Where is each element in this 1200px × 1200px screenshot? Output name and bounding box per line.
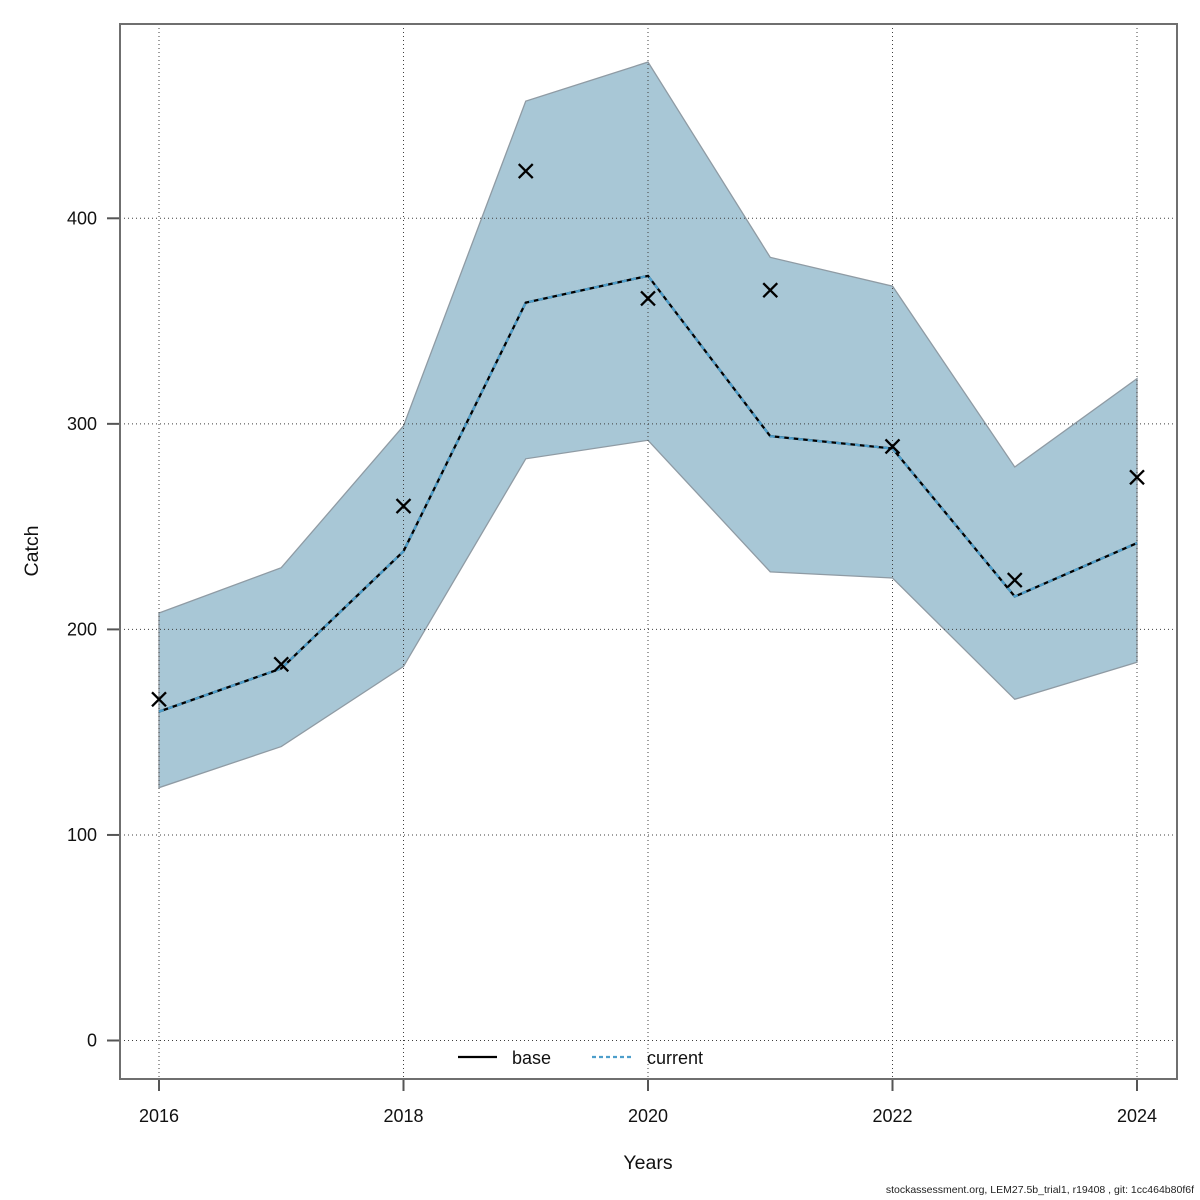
y-tick-label: 0 (87, 1031, 97, 1051)
legend: base current (458, 1048, 703, 1068)
current-line (158, 274, 1138, 713)
catch-marker (640, 290, 656, 307)
x-tick-label: 2024 (1117, 1106, 1157, 1126)
plot-area: 0 100 200 300 400 2016 2018 2020 2022 2024 (67, 23, 1178, 1126)
footer-credit: stockassessment.org, LEM27.5b_trial1, r1… (886, 1184, 1194, 1196)
x-tick-label: 2018 (383, 1106, 423, 1126)
y-tick-label: 200 (67, 619, 97, 639)
x-tick-label: 2020 (628, 1106, 668, 1126)
catch-marker (395, 498, 412, 514)
plot-frame (119, 23, 1178, 1080)
y-tick-label: 400 (67, 208, 97, 228)
x-tick-label: 2016 (139, 1106, 179, 1126)
x-tick-label: 2022 (872, 1106, 912, 1126)
legend-current-label: current (647, 1048, 703, 1068)
x-axis-title: Years (623, 1152, 672, 1174)
catch-marker (273, 656, 290, 673)
catch-marker (762, 282, 779, 299)
catch-marker (1129, 469, 1145, 486)
legend-base-label: base (512, 1048, 551, 1068)
catch-marker (517, 163, 534, 179)
catch-marker (884, 438, 901, 455)
catch-marker (151, 691, 167, 708)
catch-marker (1006, 572, 1023, 588)
y-tick-label: 300 (67, 414, 97, 434)
y-tick-label: 100 (67, 825, 97, 845)
y-axis-title: Catch (21, 526, 43, 577)
